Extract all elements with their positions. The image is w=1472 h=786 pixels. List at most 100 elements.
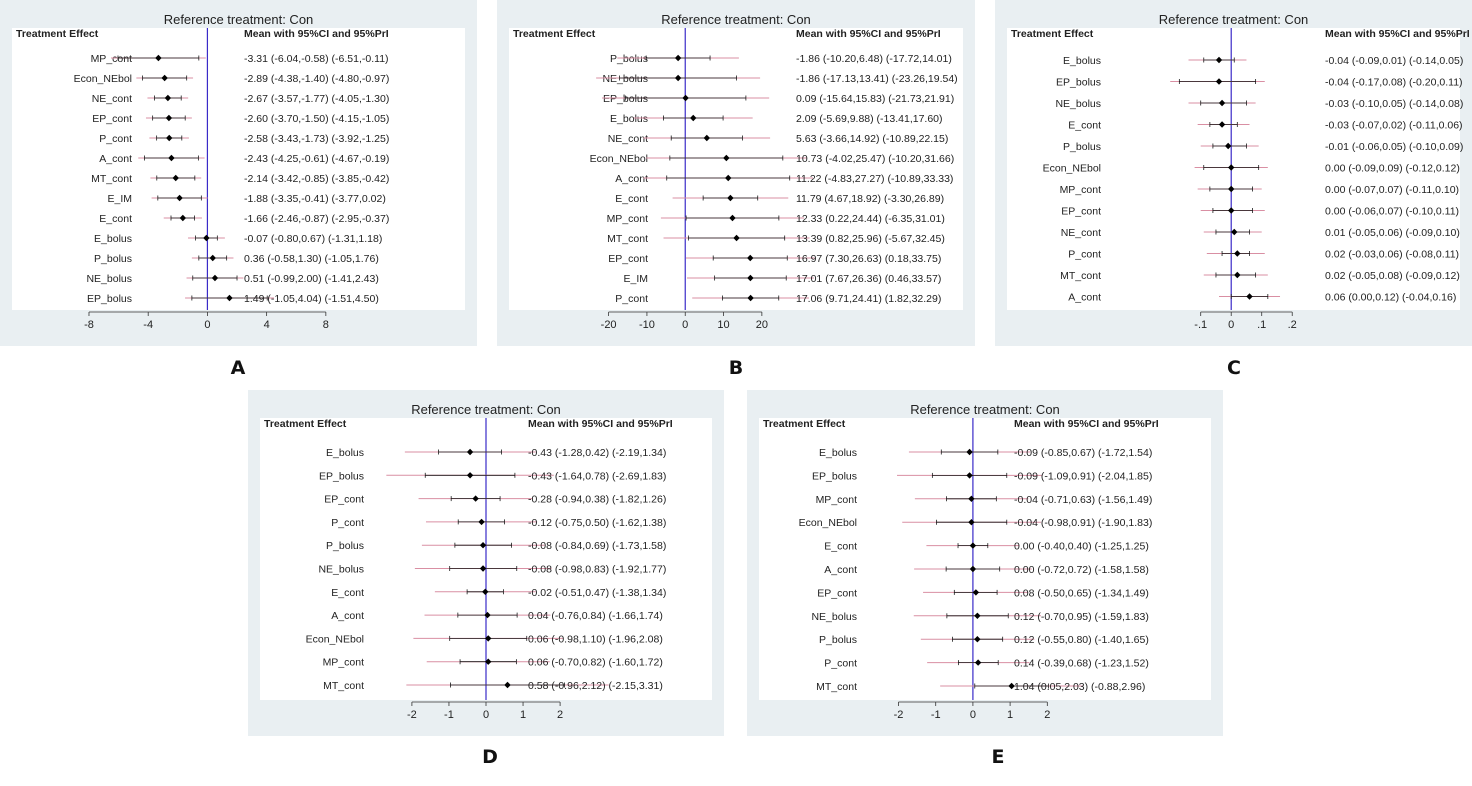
left-header: Treatment Effect <box>513 28 596 40</box>
row-label: E_bolus <box>610 113 648 125</box>
forest-row: MT_cont 0.58 (-0.96,2.12) (-2.15,3.31) <box>323 680 663 692</box>
row-label: MT_cont <box>816 681 857 693</box>
x-tick-label: -2 <box>894 709 904 721</box>
forest-row: EP_cont -2.60 (-3.70,-1.50) (-4.15,-1.05) <box>92 113 389 125</box>
x-tick-label: -.1 <box>1194 319 1207 331</box>
row-estimate-text: 0.02 (-0.05,0.08) (-0.09,0.12) <box>1325 270 1460 282</box>
forest-panel-a: Reference treatment: Con Treatment Effect… <box>0 0 477 346</box>
forest-row: MT_cont 1.04 (0.05,2.03) (-0.88,2.96) <box>816 681 1145 693</box>
row-estimate-text: 16.97 (7.30,26.63) (0.18,33.75) <box>796 253 941 265</box>
row-label: P_bolus <box>819 634 857 646</box>
row-estimate-text: -1.86 (-17.13,13.41) (-23.26,19.54) <box>796 73 958 85</box>
row-estimate-text: 10.73 (-4.02,25.47) (-10.20,31.66) <box>796 153 954 165</box>
mean-marker <box>155 54 162 62</box>
x-tick-label: 4 <box>264 319 270 331</box>
row-estimate-text: -2.67 (-3.57,-1.77) (-4.05,-1.30) <box>244 93 389 105</box>
row-label: NE_bolus <box>318 564 364 576</box>
row-label: P_cont <box>99 133 132 145</box>
row-label: EP_bolus <box>1056 77 1101 89</box>
forest-panel-e: Reference treatment: Con Treatment Effect… <box>747 390 1223 736</box>
row-label: A_cont <box>615 173 648 185</box>
row-estimate-text: -0.02 (-0.51,0.47) (-1.38,1.34) <box>528 587 666 599</box>
row-label: E_cont <box>615 193 648 205</box>
row-estimate-text: 0.12 (-0.55,0.80) (-1.40,1.65) <box>1014 634 1149 646</box>
row-label: MP_cont <box>607 213 649 225</box>
forest-row: NE_cont 5.63 (-3.66,14.92) (-10.89,22.15) <box>608 133 949 145</box>
forest-row: P_cont -2.58 (-3.43,-1.73) (-3.92,-1.25) <box>99 133 389 145</box>
forest-row: P_bolus 0.36 (-0.58,1.30) (-1.05,1.76) <box>94 253 379 265</box>
row-estimate-text: -0.04 (-0.98,0.91) (-1.90,1.83) <box>1014 517 1152 529</box>
forest-row: MP_cont 0.00 (-0.07,0.07) (-0.11,0.10) <box>1060 184 1460 196</box>
chart-title: Reference treatment: Con <box>910 402 1060 417</box>
x-tick-label: -20 <box>601 319 617 331</box>
forest-panel-b: Reference treatment: Con Treatment Effect… <box>497 0 975 346</box>
forest-row: EP_bolus 1.49 (-1.05,4.04) (-1.51,4.50) <box>87 293 379 305</box>
row-estimate-text: 0.00 (-0.06,0.07) (-0.10,0.11) <box>1325 206 1459 218</box>
forest-row: Econ_NEbol 10.73 (-4.02,25.47) (-10.20,31… <box>590 153 955 165</box>
row-label: E_bolus <box>326 447 364 459</box>
row-label: P_bolus <box>1063 141 1101 153</box>
row-estimate-text: 2.09 (-5.69,9.88) (-13.41,17.60) <box>796 113 943 125</box>
row-estimate-text: -0.08 (-0.84,0.69) (-1.73,1.58) <box>528 540 666 552</box>
mean-marker <box>165 114 173 122</box>
forest-row: MT_cont -2.14 (-3.42,-0.85) (-3.85,-0.42) <box>91 173 389 185</box>
mean-marker <box>1234 271 1241 279</box>
chart-title: Reference treatment: Con <box>164 12 314 27</box>
row-label: E_cont <box>1068 120 1101 132</box>
row-label: NE_cont <box>92 93 132 105</box>
row-label: P_bolus <box>610 53 648 65</box>
mean-marker <box>747 274 754 282</box>
row-label: P_bolus <box>326 540 364 552</box>
forest-row: E_bolus -0.43 (-1.28,0.42) (-2.19,1.34) <box>326 447 666 459</box>
row-estimate-text: -2.14 (-3.42,-0.85) (-3.85,-0.42) <box>244 173 389 185</box>
row-label: E_bolus <box>1063 55 1101 67</box>
panel-letter-a: A <box>230 357 246 379</box>
right-header: Mean with 95%CI and 95%PrI <box>528 418 673 430</box>
row-estimate-text: 0.00 (-0.09,0.09) (-0.12,0.12) <box>1325 163 1460 175</box>
row-label: A_cont <box>331 610 364 622</box>
mean-marker <box>203 234 210 242</box>
mean-marker <box>164 94 172 102</box>
forest-plot-svg: Reference treatment: Con Treatment Effect… <box>995 0 1472 346</box>
mean-marker <box>690 114 697 122</box>
x-tick-label: 2 <box>1044 709 1050 721</box>
row-estimate-text: -2.43 (-4.25,-0.61) (-4.67,-0.19) <box>244 153 389 165</box>
left-header: Treatment Effect <box>16 28 99 40</box>
row-estimate-text: -0.43 (-1.28,0.42) (-2.19,1.34) <box>528 447 666 459</box>
row-label: A_cont <box>1068 292 1101 304</box>
row-estimate-text: -0.04 (-0.09,0.01) (-0.14,0.05) <box>1325 55 1463 67</box>
mean-marker <box>674 74 682 82</box>
row-label: MT_cont <box>607 233 648 245</box>
left-header: Treatment Effect <box>1011 28 1094 40</box>
chart-title: Reference treatment: Con <box>661 12 811 27</box>
row-label: E_IM <box>623 273 648 285</box>
forest-row: E_bolus -0.04 (-0.09,0.01) (-0.14,0.05) <box>1063 55 1463 67</box>
x-tick-label: -1 <box>931 709 941 721</box>
row-label: MT_cont <box>323 680 364 692</box>
panel-letter-e: E <box>991 746 1005 768</box>
x-tick-label: .1 <box>1257 319 1266 331</box>
forest-plot-svg: Reference treatment: Con Treatment Effect… <box>747 390 1223 736</box>
row-estimate-text: -0.28 (-0.94,0.38) (-1.82,1.26) <box>528 494 666 506</box>
forest-row: E_bolus 2.09 (-5.69,9.88) (-13.41,17.60) <box>610 113 942 125</box>
row-label: Econ_NEbol <box>74 73 132 85</box>
mean-marker <box>472 495 479 502</box>
x-tick-label: 1 <box>1007 709 1013 721</box>
row-estimate-text: -0.03 (-0.07,0.02) (-0.11,0.06) <box>1325 120 1463 132</box>
row-estimate-text: 0.00 (-0.40,0.40) (-1.25,1.25) <box>1014 541 1149 553</box>
row-label: MP_cont <box>816 494 858 506</box>
row-label: P_cont <box>615 293 648 305</box>
forest-row: EP_bolus -0.43 (-1.64,0.78) (-2.69,1.83) <box>319 470 666 482</box>
mean-marker <box>733 234 740 242</box>
row-estimate-text: -0.43 (-1.64,0.78) (-2.69,1.83) <box>528 470 666 482</box>
row-label: P_cont <box>1068 249 1101 261</box>
forest-row: MP_cont -3.31 (-6.04,-0.58) (-6.51,-0.11) <box>91 53 389 65</box>
row-label: EP_bolus <box>812 470 857 482</box>
row-label: Econ_NEbol <box>306 633 364 645</box>
row-estimate-text: 0.12 (-0.70,0.95) (-1.59,1.83) <box>1014 611 1149 623</box>
forest-row: MT_cont 13.39 (0.82,25.96) (-5.67,32.45) <box>607 233 945 245</box>
row-label: MT_cont <box>91 173 132 185</box>
plot-area <box>759 418 1211 700</box>
row-label: A_cont <box>99 153 132 165</box>
row-estimate-text: 17.06 (9.71,24.41) (1.82,32.29) <box>796 293 941 305</box>
